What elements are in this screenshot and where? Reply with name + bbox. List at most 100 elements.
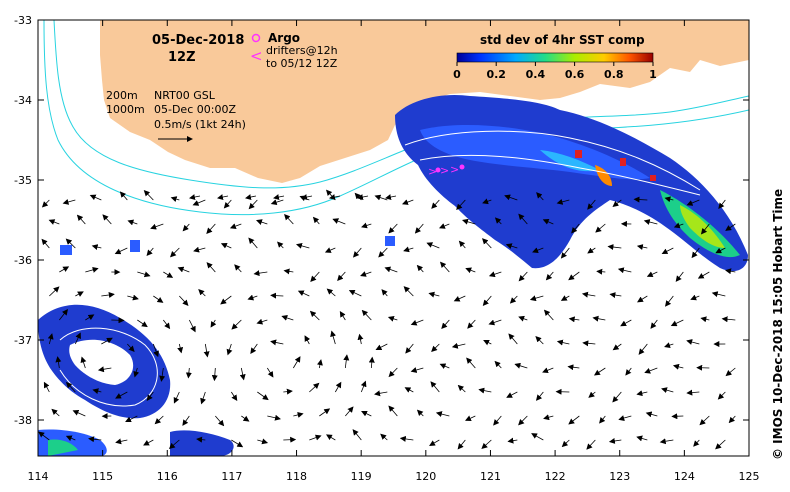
current-arrow (715, 247, 726, 254)
current-arrow (361, 309, 372, 321)
current-arrow (612, 391, 622, 403)
current-arrow (206, 223, 216, 235)
current-arrow (483, 339, 492, 346)
y-tick-label: -36 (14, 254, 32, 267)
current-arrow (607, 244, 622, 251)
x-axis: 114 115 116 117 118 119 120 121 122 123 124 125 (28, 20, 760, 483)
current-arrow (465, 415, 476, 421)
current-arrow (543, 309, 554, 321)
colorbar-tick-label: 0.2 (486, 68, 506, 81)
current-arrow (403, 246, 414, 253)
current-arrow (715, 439, 726, 450)
current-arrow (43, 381, 50, 393)
current-arrow (72, 410, 86, 417)
current-arrow (504, 194, 518, 201)
colorbar-tick-label: 1 (649, 68, 657, 81)
current-arrow (101, 337, 113, 345)
current-arrow (494, 217, 502, 225)
argo-float-marker (459, 164, 465, 170)
current-arrow (185, 367, 192, 379)
current-arrow (47, 333, 54, 345)
current-arrow (700, 316, 710, 323)
current-arrow (326, 288, 336, 297)
current-arrow (173, 391, 180, 404)
current-arrow (508, 333, 518, 345)
current-arrow (273, 194, 285, 200)
current-arrow (146, 247, 154, 257)
x-tick-label: 116 (157, 470, 178, 483)
current-arrow (115, 438, 128, 445)
current-arrow (226, 343, 233, 356)
current-arrow (334, 381, 342, 393)
current-arrow (101, 292, 115, 298)
current-arrow (385, 194, 397, 200)
current-arrow (672, 363, 684, 370)
current-arrow (234, 264, 242, 273)
current-arrow (494, 360, 502, 369)
current-arrow (481, 439, 492, 450)
current-arrow (686, 339, 700, 345)
current-arrow (612, 199, 622, 208)
current-arrow (556, 339, 570, 346)
current-arrow (256, 318, 268, 325)
current-arrow (509, 295, 518, 304)
current-arrow (360, 380, 367, 393)
current-arrow (586, 439, 596, 450)
current-arrow (88, 436, 102, 443)
current-arrow (270, 199, 284, 206)
current-arrow (675, 271, 684, 282)
argo-label: Argo (268, 31, 300, 45)
current-arrow (465, 267, 476, 274)
depth-1000-label: 1000m (106, 103, 145, 116)
current-arrow (368, 356, 375, 369)
current-arrow (267, 414, 281, 421)
current-arrow (410, 367, 424, 373)
current-arrow (414, 223, 424, 234)
current-arrow (403, 286, 414, 297)
current-arrow (568, 415, 580, 425)
current-arrow (438, 223, 450, 229)
date-title: 05-Dec-2018 (152, 33, 244, 48)
current-arrow (310, 271, 320, 283)
x-tick-label: 118 (286, 470, 307, 483)
current-arrow (348, 289, 362, 297)
current-vectors (38, 189, 736, 450)
ssh-contours (59, 130, 701, 407)
current-arrow (507, 437, 518, 444)
current-arrow (650, 319, 658, 329)
current-arrow (593, 367, 606, 376)
current-arrow (301, 194, 313, 200)
x-tick-label: 121 (480, 470, 501, 483)
current-arrow (170, 247, 180, 258)
current-arrow (357, 333, 364, 345)
current-arrow (193, 246, 206, 253)
current-arrow (416, 409, 424, 417)
current-arrow (535, 391, 544, 401)
current-arrow (51, 408, 60, 417)
current-arrow (253, 270, 268, 277)
current-arrow (542, 367, 554, 374)
current-arrow (571, 223, 580, 234)
current-arrow (360, 271, 372, 277)
x-tick-label: 123 (609, 470, 630, 483)
current-arrow (384, 266, 398, 273)
current-arrow (636, 244, 648, 251)
current-arrow (644, 367, 658, 374)
x-tick-label: 122 (545, 470, 566, 483)
current-arrow (284, 214, 294, 225)
current-arrow (661, 247, 674, 254)
current-arrow (426, 242, 440, 249)
current-arrow (215, 415, 225, 427)
colorbar: std dev of 4hr SST comp 0 0.2 0.4 0.6 0.8 1 (453, 33, 657, 81)
current-arrow (168, 439, 180, 450)
current-arrow (146, 391, 154, 401)
plot-frame (37, 19, 750, 457)
current-arrow (177, 266, 190, 273)
current-arrow (617, 267, 632, 274)
current-arrow (620, 319, 632, 327)
current-arrow (532, 247, 544, 253)
current-arrow (599, 415, 606, 424)
current-arrow (203, 343, 210, 358)
current-arrow (711, 291, 726, 298)
current-arrow (439, 363, 450, 369)
